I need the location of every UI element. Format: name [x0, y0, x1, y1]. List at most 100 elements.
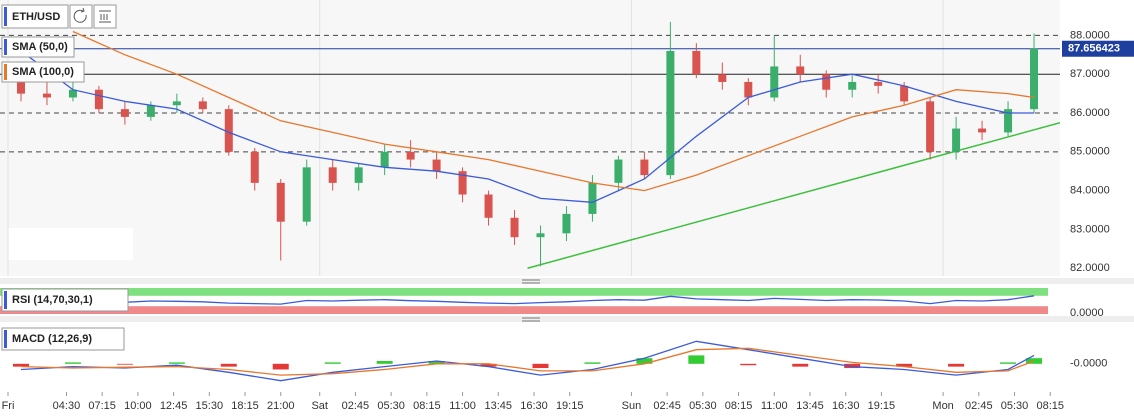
- macd-legend[interactable]: MACD (12,26,9): [1, 327, 125, 351]
- candle-body: [718, 74, 727, 82]
- candle: [848, 74, 857, 98]
- macd-histogram-bar: [480, 363, 497, 367]
- trend-line: [527, 121, 1060, 269]
- rsi-oversold-band: [0, 306, 1048, 314]
- legend-box: [1, 36, 75, 58]
- series-legend[interactable]: SMA (50,0): [1, 36, 75, 58]
- candle: [978, 120, 987, 141]
- x-tick-label: 13:45: [485, 400, 513, 412]
- candle: [536, 225, 545, 267]
- macd-histogram-bar: [532, 363, 549, 369]
- x-tick-label: Mon: [932, 400, 953, 412]
- x-tick-label: 07:15: [88, 400, 116, 412]
- x-tick-label: 04:30: [53, 400, 81, 412]
- symbol-label: ETH/USD: [12, 11, 60, 23]
- candle-body: [120, 109, 129, 117]
- candle: [926, 97, 935, 160]
- refresh-button[interactable]: [69, 4, 93, 29]
- macd-title: MACD (12,26,9): [12, 333, 92, 345]
- candle-body: [224, 109, 233, 152]
- candle-body: [744, 81, 753, 98]
- candle: [796, 54, 805, 82]
- y-tick-label: 84.0000: [1070, 185, 1110, 197]
- candle: [198, 97, 207, 114]
- macd-histogram-bar: [896, 363, 913, 367]
- candle: [692, 43, 701, 79]
- candle-body: [484, 194, 493, 218]
- rsi-tick-label: 0.0000: [1070, 307, 1104, 319]
- candle-body: [770, 66, 779, 98]
- candle-body: [328, 167, 337, 183]
- rsi-overbought-band: [0, 288, 1048, 296]
- x-tick-label: 05:30: [377, 400, 405, 412]
- candle-body: [458, 171, 467, 195]
- legend-stripe: [4, 291, 7, 309]
- legend-swatch: [4, 39, 7, 55]
- x-tick-label: 02:45: [653, 400, 681, 412]
- candle-body: [302, 167, 311, 222]
- candle-body: [614, 159, 623, 183]
- candle: [822, 70, 831, 98]
- symbol-legend[interactable]: ETH/USD: [1, 4, 117, 29]
- sma-line: [72, 30, 1035, 192]
- candle-body: [666, 50, 675, 176]
- macd-histogram-bar: [324, 362, 341, 364]
- macd-histogram-bar: [428, 361, 445, 364]
- candle: [380, 144, 389, 176]
- legend-box: [1, 61, 85, 83]
- macd-histogram-bar: [688, 355, 705, 364]
- candle-body: [848, 81, 857, 90]
- candle: [640, 151, 649, 179]
- candle: [1004, 101, 1013, 137]
- macd-histogram-bar: [1026, 358, 1043, 364]
- rsi-legend[interactable]: RSI (14,70,30,1): [1, 288, 129, 312]
- candle-body: [172, 101, 181, 106]
- macd-histogram-bar: [220, 363, 237, 367]
- candle: [276, 178, 285, 261]
- macd-histogram-bar: [1000, 362, 1017, 364]
- candle: [562, 206, 571, 242]
- x-tick-label: 12:45: [160, 400, 188, 412]
- candle-body: [822, 74, 831, 90]
- macd-histogram-bar: [272, 363, 289, 370]
- legend-box: [1, 288, 129, 312]
- candle-body: [640, 159, 649, 176]
- legend-swatch: [4, 64, 7, 80]
- y-tick-label: 87.0000: [1070, 68, 1110, 80]
- candle-body: [42, 93, 51, 98]
- macd-histogram-bar: [64, 362, 81, 364]
- candle: [120, 101, 129, 125]
- candle: [406, 140, 415, 168]
- candle-body: [536, 233, 545, 238]
- y-tick-label: 83.0000: [1070, 223, 1110, 235]
- panel-separator[interactable]: [0, 278, 1134, 284]
- x-tick-label: 11:00: [761, 400, 788, 412]
- candle: [458, 167, 467, 203]
- macd-histogram-bar: [740, 363, 757, 366]
- candle: [510, 210, 519, 245]
- x-tick-label: 19:15: [868, 400, 896, 412]
- candle-body: [926, 101, 935, 152]
- candle-body: [978, 128, 987, 133]
- price-tag-label: 87.656423: [1068, 43, 1120, 55]
- candle-body: [198, 101, 207, 110]
- macd-histogram-bar: [116, 363, 133, 365]
- legend-label: SMA (100,0): [12, 66, 74, 78]
- series-legend[interactable]: SMA (100,0): [1, 61, 85, 83]
- plot-background: [0, 0, 1060, 276]
- candle: [718, 62, 727, 90]
- candle: [1030, 33, 1039, 114]
- macd-histogram-bar: [948, 363, 965, 367]
- candle: [328, 159, 337, 191]
- x-tick-label: 02:45: [342, 400, 370, 412]
- y-tick-label: 86.0000: [1070, 107, 1110, 119]
- candle-body: [276, 182, 285, 222]
- panel-separator[interactable]: [0, 316, 1134, 322]
- candle-body: [900, 85, 909, 102]
- settings-button[interactable]: [93, 4, 117, 29]
- rsi-title: RSI (14,70,30,1): [12, 294, 93, 306]
- legend-stripe: [4, 330, 7, 348]
- candle: [874, 74, 883, 94]
- candle-body: [588, 182, 597, 214]
- macd-histogram-bar: [636, 358, 653, 364]
